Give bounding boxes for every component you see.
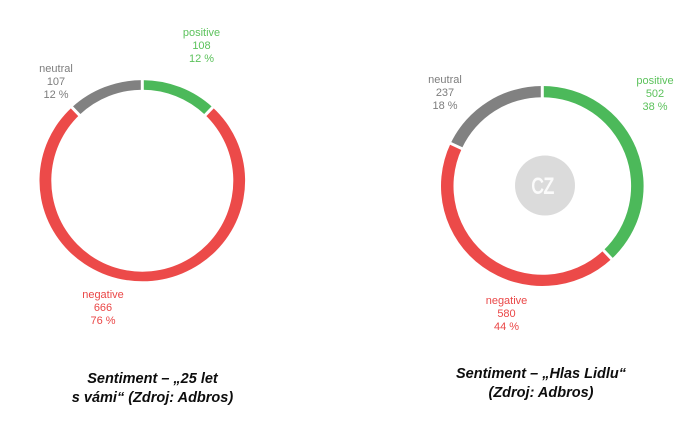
svg-text:CZ: CZ: [532, 174, 555, 199]
